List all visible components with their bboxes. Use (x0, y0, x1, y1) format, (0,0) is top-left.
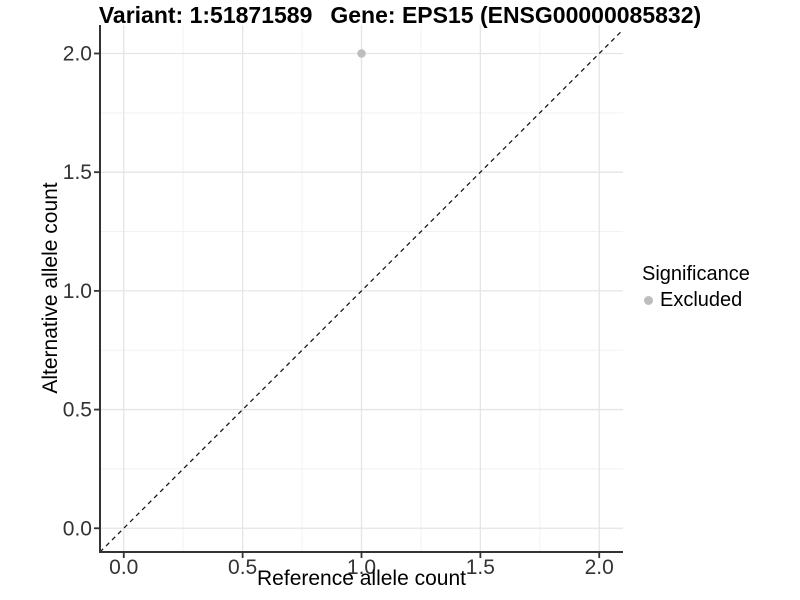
x-tick-label: 0.0 (109, 556, 138, 579)
x-tick-label: 2.0 (585, 556, 614, 579)
x-tick-label: 1.5 (466, 556, 495, 579)
y-tick-label: 2.0 (63, 42, 92, 65)
legend: Significance Excluded (640, 263, 750, 312)
y-tick-label: 1.5 (63, 161, 92, 184)
y-axis-title: Alternative allele count (39, 182, 62, 394)
identity-dashed-line (99, 29, 624, 553)
plot-title-variant: Variant: 1:51871589 (98, 2, 313, 28)
excluded-point-icon (644, 296, 653, 305)
legend-entry-excluded: Excluded (640, 289, 750, 312)
legend-title: Significance (642, 263, 750, 285)
plot-title-gene: Gene: EPS15 (ENSG00000085832) (330, 2, 702, 28)
legend-entry-label: Excluded (660, 289, 743, 311)
y-tick-label: 1.0 (63, 280, 92, 303)
plot-title: Variant: 1:51871589 Gene: EPS15 (ENSG000… (0, 2, 800, 29)
data-point-excluded (357, 49, 366, 58)
x-tick-label: 0.5 (228, 556, 257, 579)
y-tick-label: 0.5 (63, 399, 92, 422)
x-tick-label: 1.0 (347, 556, 376, 579)
x-axis-title: Reference allele count (257, 567, 466, 590)
y-tick-label: 0.0 (63, 517, 92, 540)
